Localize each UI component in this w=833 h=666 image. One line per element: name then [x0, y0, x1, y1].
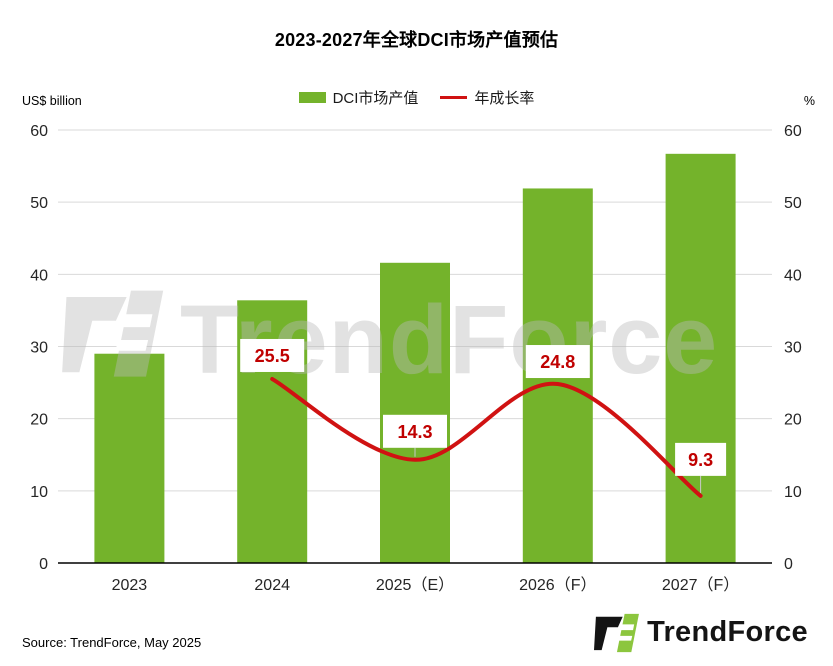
- legend-item-line: 年成长率: [440, 87, 534, 108]
- right-y-tick-label: 40: [784, 267, 802, 284]
- logo-mark-slab: [617, 613, 640, 653]
- left-y-tick-label: 0: [39, 556, 48, 573]
- left-y-tick-label: 30: [30, 340, 48, 357]
- bar-2023: [94, 353, 165, 563]
- logo-mark-stripe: [619, 624, 635, 631]
- logo-mark-stripe: [119, 314, 153, 328]
- trendforce-logo: TrendForce: [593, 610, 808, 654]
- legend-bar-swatch-icon: [298, 92, 326, 103]
- x-tick-label-2027: 2027（F）: [662, 576, 739, 594]
- left-y-tick-label: 20: [30, 412, 48, 429]
- trendforce-logo-icon: [594, 613, 640, 653]
- value-callout-box: [525, 345, 590, 379]
- value-callout-text: 14.3: [397, 422, 432, 442]
- left-y-tick-label: 50: [30, 195, 48, 212]
- logo-mark-stripe: [115, 340, 149, 351]
- bar-2027（F）: [665, 153, 736, 563]
- right-y-tick-label: 20: [784, 412, 802, 429]
- logo-mark-seven: [594, 616, 623, 651]
- value-callout-box: [675, 442, 727, 476]
- right-y-tick-label: 0: [784, 556, 793, 573]
- left-axis-unit-label: US$ billion: [22, 94, 82, 108]
- chart-title: 2023-2027年全球DCI市场产值预估: [274, 30, 559, 50]
- legend-item-bar: DCI市场产值: [298, 87, 419, 108]
- right-y-tick-label: 60: [784, 123, 802, 140]
- right-axis-unit-label: %: [803, 94, 815, 108]
- trendforce-logo-text: TrendForce: [647, 615, 808, 648]
- bar-2025（E）: [380, 262, 450, 563]
- legend-label: 年成长率: [474, 90, 535, 107]
- right-y-tick-label: 50: [784, 195, 802, 212]
- value-callout-box: [383, 414, 447, 448]
- x-tick-label-2025: 2025（E）: [376, 576, 454, 594]
- x-tick-label-2024: 2024: [254, 577, 290, 594]
- left-y-tick-label: 60: [30, 123, 48, 140]
- value-callout-text: 25.5: [255, 346, 290, 366]
- source-note: Source: TrendForce, May 2025: [22, 635, 202, 650]
- value-callout-text: 9.3: [688, 450, 713, 470]
- right-y-tick-label: 30: [784, 340, 802, 357]
- logo-mark-stripe: [617, 635, 633, 641]
- left-y-tick-label: 10: [30, 484, 48, 501]
- right-y-tick-label: 10: [784, 484, 802, 501]
- value-callout-text: 24.8: [540, 352, 575, 372]
- left-y-tick-label: 40: [30, 267, 48, 284]
- value-callout-box: [240, 338, 305, 372]
- x-tick-label-2023: 2023: [112, 577, 148, 594]
- legend-line-swatch-icon: [440, 95, 468, 100]
- growth-rate-line: [270, 376, 703, 498]
- legend: DCI市场产值 年成长率: [0, 87, 833, 108]
- x-tick-label-2026: 2026（F）: [519, 576, 596, 594]
- legend-label: DCI市场产值: [332, 90, 419, 107]
